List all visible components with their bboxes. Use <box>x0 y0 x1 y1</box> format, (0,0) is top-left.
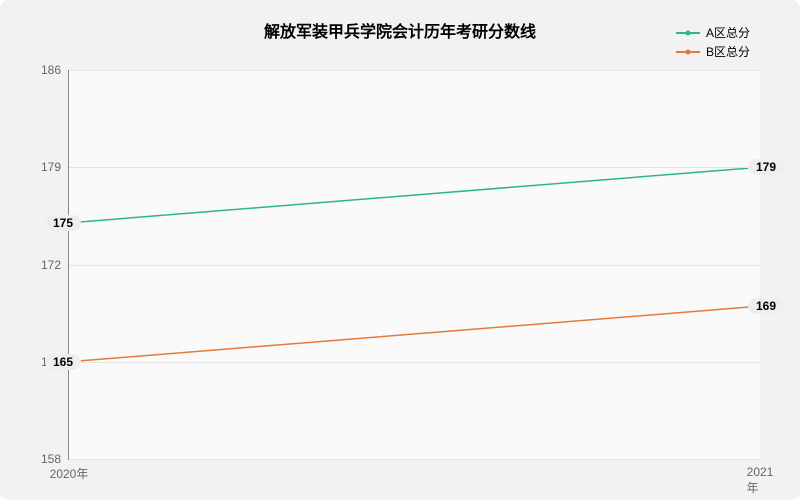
gridline <box>69 70 760 71</box>
xtick-label: 2021年 <box>747 459 774 496</box>
data-label: 169 <box>748 298 784 314</box>
data-label: 165 <box>45 354 81 370</box>
legend-item-a: A区总分 <box>676 24 750 41</box>
legend-label-a: A区总分 <box>706 24 750 41</box>
ytick-label: 179 <box>41 160 69 174</box>
legend-swatch-b <box>676 51 700 53</box>
legend: A区总分 B区总分 <box>676 24 750 62</box>
legend-swatch-a <box>676 32 700 34</box>
ytick-label: 186 <box>41 63 69 77</box>
legend-item-b: B区总分 <box>676 43 750 60</box>
series-line-0 <box>69 167 760 223</box>
data-label: 179 <box>748 159 784 175</box>
xtick-label: 2020年 <box>50 459 89 482</box>
plot-area: 1581651721791862020年2021年175179165169 <box>68 70 760 460</box>
chart-container: 解放军装甲兵学院会计历年考研分数线 A区总分 B区总分 158165172179… <box>0 0 800 500</box>
gridline <box>69 459 760 460</box>
legend-label-b: B区总分 <box>706 43 750 60</box>
gridline <box>69 167 760 168</box>
gridline <box>69 265 760 266</box>
series-line-1 <box>69 306 760 362</box>
chart-title: 解放军装甲兵学院会计历年考研分数线 <box>264 18 536 42</box>
data-label: 175 <box>45 215 81 231</box>
ytick-label: 172 <box>41 258 69 272</box>
gridline <box>69 362 760 363</box>
